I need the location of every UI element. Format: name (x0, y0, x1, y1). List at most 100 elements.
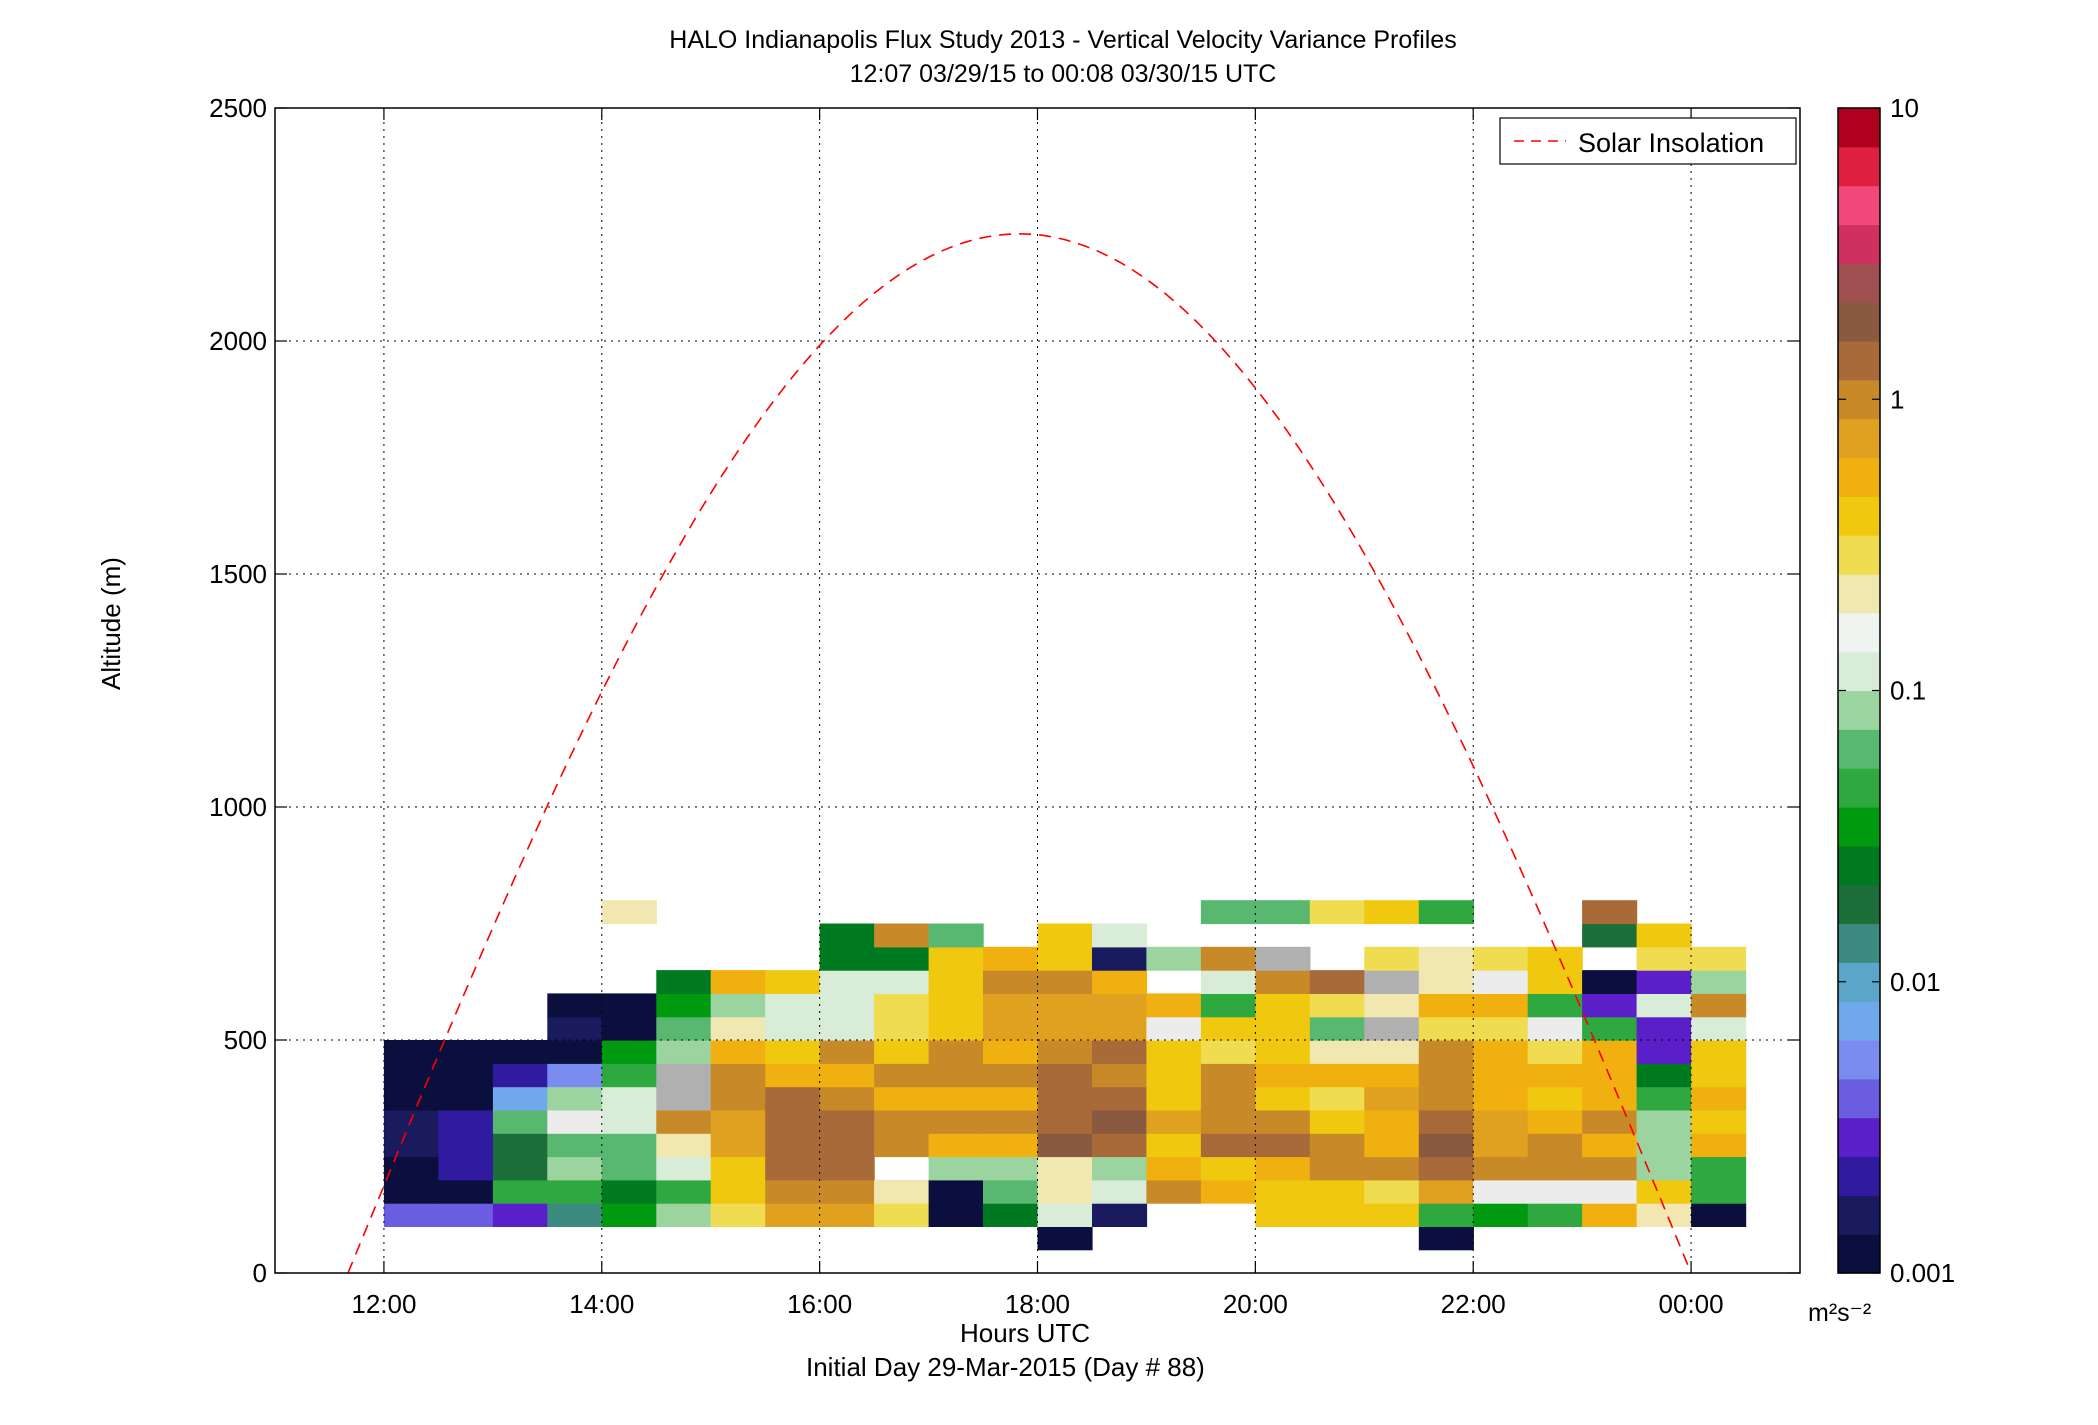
heatmap-cell (1636, 923, 1692, 948)
heatmap-cell (1146, 1156, 1202, 1181)
heatmap-cell (1364, 1179, 1420, 1204)
x-tick-label: 14:00 (569, 1289, 634, 1319)
heatmap-cell (765, 993, 821, 1018)
colorbar-tick-label: 0.01 (1890, 967, 1941, 997)
heatmap-cell (1092, 1063, 1148, 1088)
heatmap-cell (1691, 993, 1747, 1018)
heatmap-cell (1146, 1109, 1202, 1134)
heatmap-cell (1527, 970, 1583, 994)
heatmap-cell (547, 1063, 603, 1088)
heatmap-cell (710, 1133, 766, 1158)
heatmap-cell (1200, 1016, 1256, 1041)
heatmap-cell (1582, 1179, 1638, 1204)
heatmap-cell (492, 1179, 548, 1204)
heatmap-cell (1364, 1063, 1420, 1088)
colorbar-unit-label: m²s⁻² (1808, 1299, 1872, 1327)
heatmap-cell (1636, 1203, 1692, 1227)
colorbar-segment (1838, 224, 1880, 264)
heatmap-cell (1636, 1040, 1692, 1064)
heatmap-cell (874, 923, 930, 948)
heatmap-cell (1364, 970, 1420, 994)
heatmap-cell (819, 970, 875, 994)
heatmap-cell (1037, 1203, 1093, 1227)
x-axis-label: Hours UTC (960, 1318, 1091, 1348)
heatmap-cell (1092, 1133, 1148, 1158)
heatmap-cell (1146, 1086, 1202, 1111)
heatmap-cell (765, 1086, 821, 1111)
heatmap-cell (1309, 993, 1365, 1018)
heatmap-cell (438, 1179, 494, 1204)
heatmap-cell (1200, 1133, 1256, 1158)
colorbar-segment (1838, 535, 1880, 575)
heatmap-cell (710, 1086, 766, 1111)
solar-insolation-curve (347, 232, 1692, 1274)
heatmap-cell (928, 1133, 984, 1158)
heatmap-cell (710, 993, 766, 1018)
heatmap-cell (819, 1109, 875, 1134)
colorbar-tick-label: 1 (1890, 384, 1904, 414)
colorbar-tick-label: 0.1 (1890, 676, 1926, 706)
heatmap-cell (928, 1109, 984, 1134)
heatmap-cell (983, 1063, 1039, 1088)
heatmap-cell (1364, 946, 1420, 971)
heatmap-cell (1527, 993, 1583, 1018)
heatmap-cell (874, 1040, 930, 1064)
heatmap-cell (1473, 1063, 1529, 1088)
heatmap-cell (1527, 1156, 1583, 1181)
heatmap-cell (1092, 1156, 1148, 1181)
heatmap-cell (492, 1063, 548, 1088)
heatmap-cell (1255, 900, 1311, 925)
heatmap-cell (1582, 1133, 1638, 1158)
heatmap-cell (383, 1156, 439, 1181)
heatmap-cell (1636, 1063, 1692, 1088)
heatmap-cell (874, 1133, 930, 1158)
heatmap-cell (656, 1179, 712, 1204)
heatmap-cell (1691, 1109, 1747, 1134)
heatmap-cell (1309, 1086, 1365, 1111)
heatmap-cell (1200, 970, 1256, 994)
heatmap-cell (1200, 900, 1256, 925)
heatmap-cell (1691, 1133, 1747, 1158)
x-tick-label: 18:00 (1005, 1289, 1070, 1319)
heatmap-cell (928, 923, 984, 948)
colorbar-segment (1838, 612, 1880, 653)
heatmap-cell (874, 1179, 930, 1204)
heatmap-cell (928, 1179, 984, 1204)
heatmap-cell (928, 1156, 984, 1181)
heatmap-cell (438, 1063, 494, 1088)
heatmap-cell (1146, 1040, 1202, 1064)
heatmap-cell (1691, 1179, 1747, 1204)
heatmap-cell (656, 970, 712, 994)
heatmap-cell (819, 923, 875, 948)
heatmap-cell (1200, 1109, 1256, 1134)
heatmap-cell (547, 1179, 603, 1204)
heatmap-cell (1092, 1179, 1148, 1204)
heatmap-cell (928, 1203, 984, 1227)
heatmap-cell (983, 946, 1039, 971)
heatmap-cell (1473, 1109, 1529, 1134)
heatmap-cell (1691, 1156, 1747, 1181)
heatmap-cell (1200, 1040, 1256, 1064)
heatmap-cell (1473, 1133, 1529, 1158)
heatmap-cell (1037, 1179, 1093, 1204)
heatmap-cell (1364, 1156, 1420, 1181)
heatmap-cell (819, 1086, 875, 1111)
heatmap-cell (1146, 946, 1202, 971)
heatmap-cell (765, 1133, 821, 1158)
heatmap-cell (1146, 993, 1202, 1018)
heatmap-cell (1527, 946, 1583, 971)
heatmap-cell (383, 1203, 439, 1227)
heatmap-cell (1418, 970, 1474, 994)
heatmap-cell (1309, 1203, 1365, 1227)
heatmap-cell (874, 993, 930, 1018)
heatmap-cell (1037, 1086, 1093, 1111)
heatmap-cell (1037, 946, 1093, 971)
heatmap-cell (765, 1109, 821, 1134)
heatmap-cell (1418, 1016, 1474, 1041)
heatmap-cell (1418, 1226, 1474, 1251)
heatmap-cell (656, 1156, 712, 1181)
heatmap-cell (1092, 946, 1148, 971)
heatmap-cell (1146, 1063, 1202, 1088)
heatmap-cell (1527, 1040, 1583, 1064)
heatmap-cell (601, 1063, 657, 1088)
